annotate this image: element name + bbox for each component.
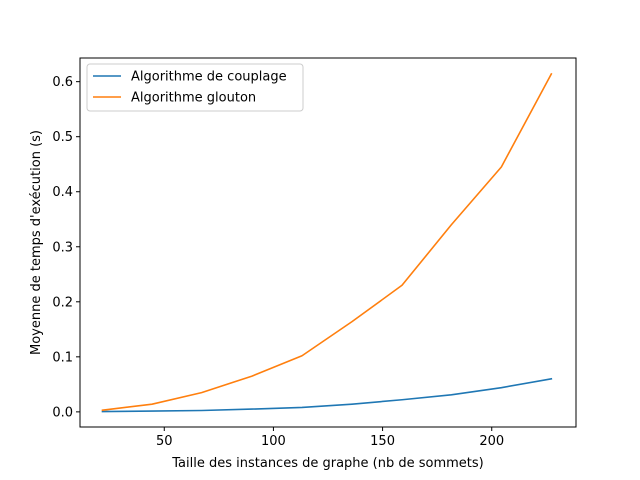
- y-axis-label: Moyenne de temps d'exécution (s): [29, 130, 44, 355]
- legend-label-2: Algorithme glouton: [131, 91, 256, 106]
- y-tick-label: 0.5: [52, 130, 73, 145]
- x-tick-label: 50: [156, 434, 173, 449]
- x-axis: 50 100 150 200: [156, 427, 504, 449]
- series-layer: [101, 72, 553, 413]
- plot-area: [80, 58, 576, 427]
- x-tick-label: 200: [479, 434, 504, 449]
- series-line-2: [101, 72, 553, 412]
- plot-frame: [79, 57, 577, 428]
- y-tick-label: 0.4: [52, 185, 73, 200]
- x-tick-label: 100: [261, 434, 286, 449]
- y-tick-label: 0.6: [52, 75, 73, 90]
- legend-frame: [86, 63, 304, 112]
- y-axis: 0.0 0.1 0.2 0.3 0.4 0.5 0.6: [52, 75, 80, 420]
- y-tick-label: 0.0: [52, 405, 73, 420]
- y-tick-label: 0.3: [52, 240, 73, 255]
- x-tick-label: 150: [370, 434, 395, 449]
- y-tick-label: 0.2: [52, 295, 73, 310]
- legend: Algorithme de couplage Algorithme glouton: [86, 63, 304, 112]
- x-axis-label: Taille des instances de graphe (nb de so…: [171, 456, 484, 471]
- series-line-1: [101, 377, 553, 413]
- y-tick-label: 0.1: [52, 350, 73, 365]
- legend-label-1: Algorithme de couplage: [131, 70, 287, 85]
